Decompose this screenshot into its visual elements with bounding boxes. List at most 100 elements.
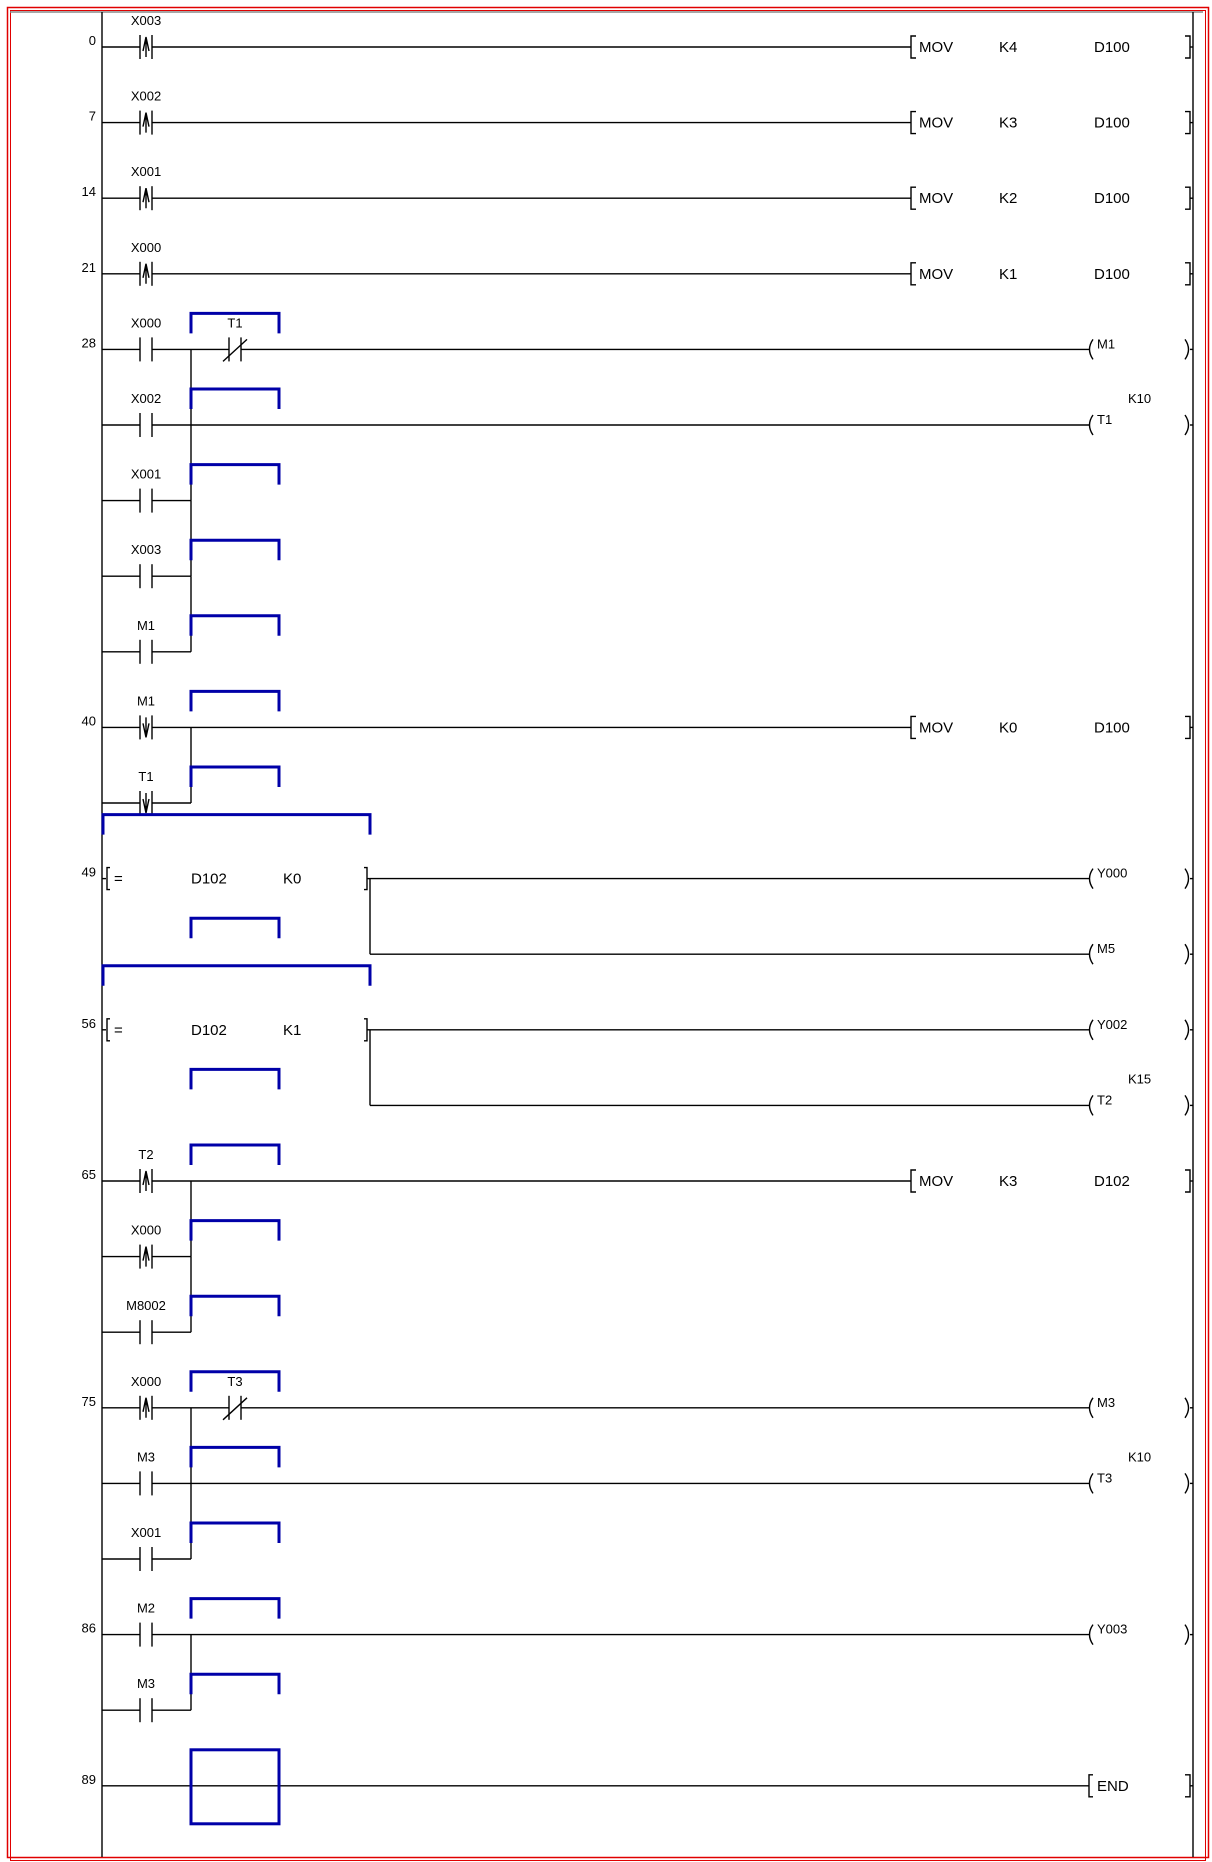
contact-device-label: T1 — [227, 315, 242, 330]
falling-edge-arrow-icon — [142, 793, 150, 814]
instruction-mnemonic: MOV — [919, 39, 953, 56]
step-number: 14 — [82, 184, 96, 199]
rung-branch-row[interactable]: T2 K15 — [189, 1029, 1194, 1116]
contact-no[interactable]: M8002 — [126, 1298, 166, 1345]
rung-branch-row[interactable]: X002 T1 K10 — [102, 349, 1193, 437]
rung-step-49[interactable]: 49 = D102 K0 Y000 — [82, 813, 1194, 891]
rung-branch-row[interactable]: M5 — [189, 878, 1194, 965]
rung-branch-row[interactable]: M3 — [102, 1634, 281, 1723]
coil-close-paren-icon — [1184, 1472, 1190, 1494]
rung-step-75[interactable]: 75 X000 T3 M3 — [82, 1370, 1194, 1421]
close-bracket-icon — [1185, 1169, 1191, 1193]
coil-close-paren-icon — [1184, 1094, 1190, 1116]
contact-rise[interactable]: X000 — [131, 240, 161, 286]
rung-branch-row[interactable]: M3 T3 K10 — [102, 1407, 1194, 1496]
output-coil[interactable]: M5 — [1088, 941, 1194, 965]
step-number: 49 — [82, 865, 96, 880]
contact-no[interactable]: X001 — [131, 1525, 161, 1571]
cursor-marker — [189, 1370, 281, 1392]
output-coil[interactable]: Y002 — [1088, 1017, 1194, 1041]
contact-no[interactable]: X000 — [131, 315, 161, 362]
cursor-marker — [189, 689, 281, 712]
contact-no[interactable]: M1 — [137, 618, 155, 664]
rung-branch-row[interactable]: M1 — [102, 576, 281, 664]
contact-nc[interactable]: T3 — [222, 1374, 248, 1421]
output-coil[interactable]: Y003 — [1088, 1622, 1194, 1646]
instruction-mnemonic: MOV — [919, 115, 953, 132]
close-bracket-icon — [1185, 35, 1191, 59]
contact-rise[interactable]: X000 — [131, 1223, 161, 1269]
rung-step-7[interactable]: 7 X002 MOV K3 D100 — [89, 89, 1193, 135]
contact-device-label: X002 — [131, 89, 161, 104]
compare-instruction[interactable]: = D102 K1 — [101, 964, 372, 1042]
output-instr[interactable]: MOV K0 D100 — [910, 715, 1193, 740]
output-end[interactable]: END — [1088, 1774, 1193, 1798]
rung-branch-row[interactable]: X003 — [102, 500, 281, 589]
compare-operand-1: D102 — [191, 1022, 227, 1039]
output-coil[interactable]: T3 K10 — [1088, 1449, 1194, 1494]
rung-step-86[interactable]: 86 M2 Y003 — [82, 1597, 1194, 1647]
contact-rise[interactable]: T2 — [138, 1147, 154, 1193]
contact-fall[interactable]: T1 — [138, 769, 154, 815]
contact-no[interactable]: M2 — [137, 1601, 155, 1647]
step-number: 28 — [82, 335, 96, 350]
rung-step-56[interactable]: 56 = D102 K1 Y002 — [82, 964, 1194, 1042]
rung-branch-row[interactable]: X000 — [102, 1181, 281, 1269]
contact-no[interactable]: M3 — [137, 1676, 155, 1723]
rung-branch-row[interactable]: M8002 — [102, 1256, 281, 1345]
output-instr[interactable]: MOV K3 D100 — [910, 110, 1193, 135]
contact-no[interactable]: X001 — [131, 467, 161, 513]
output-coil[interactable]: M3 — [1088, 1395, 1194, 1419]
compare-instruction[interactable]: = D102 K0 — [101, 813, 372, 891]
contact-device-label: X003 — [131, 13, 161, 28]
end-instruction: END — [1097, 1778, 1129, 1795]
output-coil[interactable]: M1 — [1088, 336, 1194, 360]
contact-rise[interactable]: X002 — [131, 89, 161, 135]
output-instr[interactable]: MOV K1 D100 — [910, 262, 1193, 286]
rung-step-21[interactable]: 21 X000 MOV K1 D100 — [82, 240, 1193, 286]
contact-rise[interactable]: X001 — [131, 164, 161, 211]
output-instr[interactable]: MOV K4 D100 — [910, 35, 1193, 59]
rung-branch-row[interactable]: X001 — [102, 1483, 281, 1571]
rung-step-28[interactable]: 28 X000 T1 M1 — [82, 311, 1194, 362]
contact-device-label: X001 — [131, 1525, 161, 1540]
coil-open-paren-icon — [1088, 338, 1094, 360]
rung-step-40[interactable]: 40 M1 MOV K0 D100 — [82, 689, 1193, 740]
contact-device-label: M2 — [137, 1601, 155, 1616]
cursor-marker — [189, 1294, 281, 1317]
close-bracket-icon — [1185, 715, 1191, 740]
rising-edge-arrow-icon — [142, 112, 150, 133]
rung-step-0[interactable]: 0 X003 MOV K4 D100 — [89, 13, 1193, 59]
contact-fall[interactable]: M1 — [137, 693, 155, 740]
rung-branch-row[interactable]: T1 — [102, 727, 281, 815]
instruction-destination: D100 — [1094, 39, 1130, 56]
contact-no[interactable]: X003 — [131, 542, 161, 589]
rung-step-65[interactable]: 65 T2 MOV K3 D102 — [82, 1143, 1193, 1193]
rung-step-89[interactable]: 89 END — [82, 1748, 1193, 1826]
contact-rise[interactable]: X000 — [131, 1374, 161, 1420]
contact-no[interactable]: M3 — [137, 1449, 155, 1496]
output-coil[interactable]: T2 K15 — [1088, 1071, 1194, 1116]
open-bracket-icon — [106, 1018, 110, 1042]
close-bracket-icon — [364, 1018, 368, 1042]
contact-device-label: T1 — [138, 769, 153, 784]
rung-branch-row[interactable]: X001 — [102, 425, 281, 513]
cursor-marker — [189, 1521, 281, 1543]
contact-rise[interactable]: X003 — [131, 13, 161, 59]
output-coil[interactable]: Y000 — [1088, 866, 1194, 890]
instruction-source: K2 — [999, 190, 1017, 207]
instruction-mnemonic: MOV — [919, 190, 953, 207]
instruction-mnemonic: MOV — [919, 1173, 953, 1190]
contact-device-label: T2 — [138, 1147, 153, 1162]
cursor-marker — [189, 614, 281, 636]
rung-step-14[interactable]: 14 X001 MOV K2 D100 — [82, 164, 1193, 211]
output-instr[interactable]: MOV K3 D102 — [910, 1169, 1193, 1193]
instruction-destination: D100 — [1094, 719, 1130, 736]
contact-no[interactable]: X002 — [131, 391, 161, 437]
contact-nc[interactable]: T1 — [222, 315, 248, 362]
output-coil[interactable]: T1 K10 — [1088, 391, 1194, 436]
edit-cursor[interactable] — [189, 1748, 281, 1826]
output-instr[interactable]: MOV K2 D100 — [910, 186, 1193, 210]
cursor-marker — [189, 1143, 281, 1165]
